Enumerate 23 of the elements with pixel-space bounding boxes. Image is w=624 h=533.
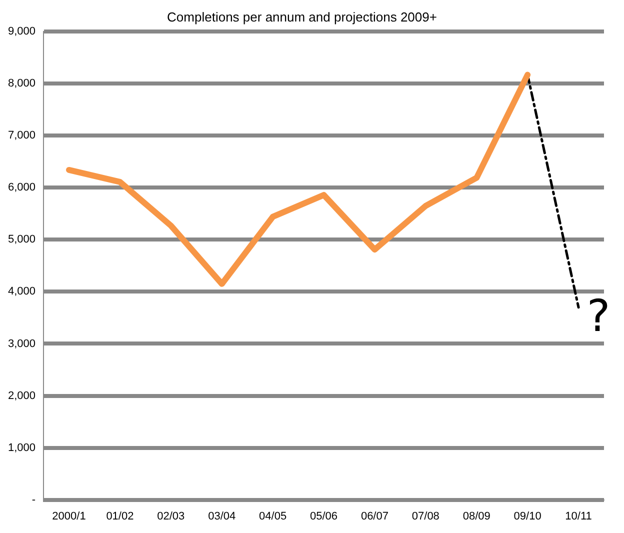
x-tick-label: 02/03 (157, 510, 185, 522)
x-tick-label: 04/05 (259, 510, 287, 522)
y-tick-label: 9,000 (8, 26, 36, 38)
x-tick-label: 06/07 (360, 510, 388, 522)
y-tick-label: 3,000 (8, 338, 36, 350)
y-tick-label: 4,000 (8, 286, 36, 298)
x-tick-label: 2000/1 (52, 510, 86, 522)
y-tick-label: 2,000 (8, 390, 36, 402)
y-tick-label: 8,000 (8, 78, 36, 90)
annotation: ? (586, 290, 610, 342)
x-tick-label: 10/11 (565, 510, 592, 522)
x-tick-label: 09/10 (514, 510, 542, 522)
y-tick-label: 5,000 (8, 234, 36, 246)
x-tick-label: 08/09 (462, 510, 490, 522)
x-tick-label: 01/02 (106, 510, 134, 522)
y-tick-label: 1,000 (8, 442, 36, 454)
y-tick-label: - (32, 494, 36, 506)
x-tick-label: 03/04 (208, 510, 236, 522)
chart-title: Completions per annum and projections 2009+ (167, 9, 437, 24)
x-tick-label: 05/06 (310, 510, 338, 522)
y-tick-label: 7,000 (8, 130, 36, 142)
y-tick-label: 6,000 (8, 182, 36, 194)
x-tick-label: 07/08 (412, 510, 440, 522)
